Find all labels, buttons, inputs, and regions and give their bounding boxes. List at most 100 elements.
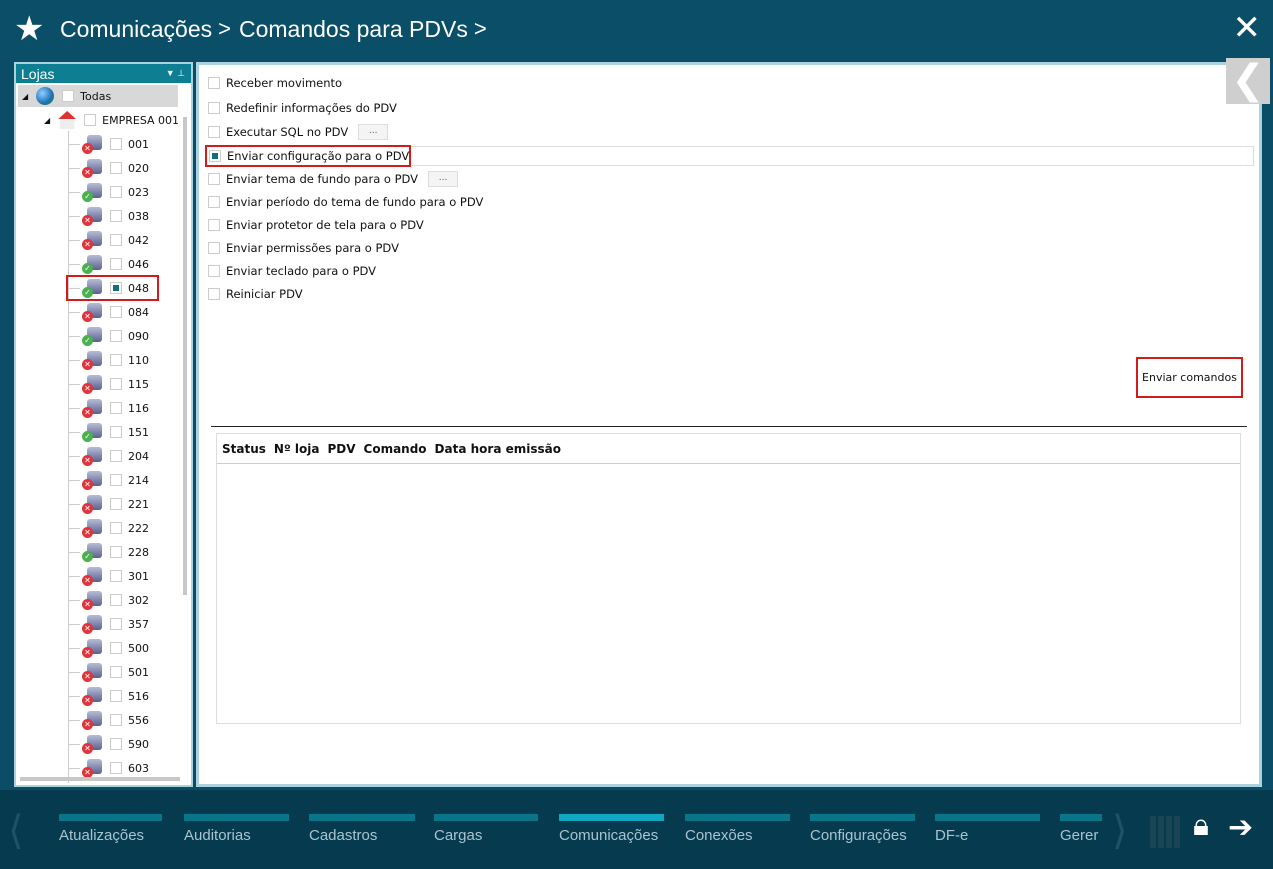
tree-node-store[interactable]: ✕ 556: [68, 709, 149, 731]
checkbox[interactable]: [110, 306, 122, 318]
checkbox[interactable]: [110, 450, 122, 462]
tree-node-store[interactable]: ✕ 038: [68, 205, 149, 227]
tree-node-store[interactable]: ✓ 151: [68, 421, 149, 443]
checkbox[interactable]: [110, 594, 122, 606]
command-option[interactable]: Enviar período do tema de fundo para o P…: [208, 192, 483, 212]
nav-item[interactable]: Comunicações: [559, 814, 664, 854]
nav-item[interactable]: Cargas: [434, 814, 538, 854]
command-option[interactable]: Executar SQL no PDV...: [208, 122, 389, 142]
command-option[interactable]: Receber movimento: [208, 73, 342, 93]
tree-node-store[interactable]: ✕ 501: [68, 661, 149, 683]
checkbox[interactable]: [208, 196, 220, 208]
column-header[interactable]: Nº loja: [273, 441, 320, 456]
checkbox[interactable]: [208, 242, 220, 254]
checkbox[interactable]: [208, 126, 220, 138]
checkbox[interactable]: [208, 173, 220, 185]
checkbox[interactable]: [110, 330, 122, 342]
tree-node-company[interactable]: ◢ EMPRESA 001: [44, 109, 179, 131]
command-option[interactable]: Enviar tema de fundo para o PDV...: [208, 169, 459, 189]
tree-node-store[interactable]: ✓ 228: [68, 541, 149, 563]
checkbox[interactable]: [110, 666, 122, 678]
tree-node-store[interactable]: ✕ 221: [68, 493, 149, 515]
command-option[interactable]: Reiniciar PDV: [208, 284, 303, 304]
checkbox[interactable]: [110, 738, 122, 750]
nav-item[interactable]: DF-e: [935, 814, 1040, 854]
checkbox[interactable]: [110, 162, 122, 174]
nav-item[interactable]: Conexões: [685, 814, 790, 854]
nav-item[interactable]: Configurações: [810, 814, 915, 854]
tree-node-store[interactable]: ✓ 023: [68, 181, 149, 203]
checkbox[interactable]: [110, 210, 122, 222]
checkbox[interactable]: [110, 546, 122, 558]
breadcrumb-communications[interactable]: Comunicações: [60, 15, 213, 42]
tree-node-store[interactable]: ✕ 084: [68, 301, 149, 323]
command-option[interactable]: Enviar teclado para o PDV: [208, 261, 376, 281]
lock-icon[interactable]: 🔒︎: [1193, 808, 1209, 843]
checkbox[interactable]: [110, 570, 122, 582]
tree-node-store[interactable]: ✕ 115: [68, 373, 149, 395]
checkbox[interactable]: [208, 77, 220, 89]
column-header[interactable]: Status: [222, 441, 266, 456]
browse-button[interactable]: ...: [428, 171, 459, 187]
checkbox[interactable]: [110, 498, 122, 510]
tree-node-store[interactable]: ✓ 046: [68, 253, 149, 275]
browse-button[interactable]: ...: [358, 124, 389, 140]
tree-node-store[interactable]: ✕ 222: [68, 517, 149, 539]
horizontal-scrollbar[interactable]: [20, 777, 180, 781]
tree-node-store[interactable]: ✕ 042: [68, 229, 149, 251]
expand-icon[interactable]: ◢: [44, 115, 51, 125]
checkbox[interactable]: [110, 714, 122, 726]
grid-menu-icon[interactable]: [1150, 816, 1182, 848]
checkbox[interactable]: [62, 90, 75, 102]
checkbox[interactable]: [110, 186, 122, 198]
command-option[interactable]: Redefinir informações do PDV: [208, 98, 397, 118]
nav-item[interactable]: Atualizações: [59, 814, 162, 854]
star-icon[interactable]: ★: [14, 9, 45, 49]
tree-node-store[interactable]: ✓ 048: [66, 275, 159, 301]
logout-arrow-icon[interactable]: ➔: [1228, 810, 1254, 845]
checkbox[interactable]: [110, 762, 122, 774]
close-icon[interactable]: ✕: [1232, 8, 1262, 48]
tree-node-store[interactable]: ✓ 090: [68, 325, 149, 347]
nav-item[interactable]: Cadastros: [309, 814, 415, 854]
nav-next-icon[interactable]: ⟩: [1112, 808, 1128, 854]
tree-node-store[interactable]: ✕ 116: [68, 397, 149, 419]
checkbox[interactable]: [110, 618, 122, 630]
command-option[interactable]: Enviar permissões para o PDV: [208, 238, 399, 258]
checkbox[interactable]: [110, 642, 122, 654]
tree-node-store[interactable]: ✕ 214: [68, 469, 149, 491]
tree-node-store[interactable]: ✕ 204: [68, 445, 149, 467]
checkbox[interactable]: [110, 282, 122, 294]
nav-prev-icon[interactable]: ⟨: [8, 808, 24, 854]
column-header[interactable]: PDV: [327, 441, 356, 456]
expand-icon[interactable]: ◢: [22, 91, 29, 101]
tree-node-store[interactable]: ✕ 020: [68, 157, 149, 179]
checkbox[interactable]: [110, 138, 122, 150]
checkbox[interactable]: [110, 522, 122, 534]
tree-node-store[interactable]: ✕ 110: [68, 349, 149, 371]
tree-node-store[interactable]: ✕ 500: [68, 637, 149, 659]
tree-node-store[interactable]: ✕ 301: [68, 565, 149, 587]
command-option[interactable]: Enviar protetor de tela para o PDV: [208, 215, 424, 235]
nav-item[interactable]: Gerer: [1060, 814, 1102, 854]
pin-icon[interactable]: ▼ ⊥: [165, 68, 185, 78]
checkbox[interactable]: [208, 219, 220, 231]
vertical-scrollbar[interactable]: [183, 117, 187, 595]
checkbox[interactable]: [84, 114, 97, 126]
checkbox[interactable]: [110, 354, 122, 366]
tree-node-store[interactable]: ✕ 302: [68, 589, 149, 611]
checkbox[interactable]: [208, 265, 220, 277]
tree-node-all[interactable]: ◢ Todas: [18, 85, 178, 107]
checkbox[interactable]: [209, 150, 221, 162]
tree-node-store[interactable]: ✕ 357: [68, 613, 149, 635]
send-commands-button[interactable]: Enviar comandos: [1136, 357, 1243, 398]
checkbox[interactable]: [110, 426, 122, 438]
checkbox[interactable]: [208, 102, 220, 114]
nav-item[interactable]: Auditorias: [184, 814, 289, 854]
checkbox[interactable]: [110, 258, 122, 270]
checkbox[interactable]: [110, 378, 122, 390]
tree-node-store[interactable]: ✕ 001: [68, 133, 149, 155]
checkbox[interactable]: [110, 234, 122, 246]
command-option[interactable]: Enviar configuração para o PDV: [205, 145, 1254, 167]
tree-node-store[interactable]: ✕ 590: [68, 733, 149, 755]
